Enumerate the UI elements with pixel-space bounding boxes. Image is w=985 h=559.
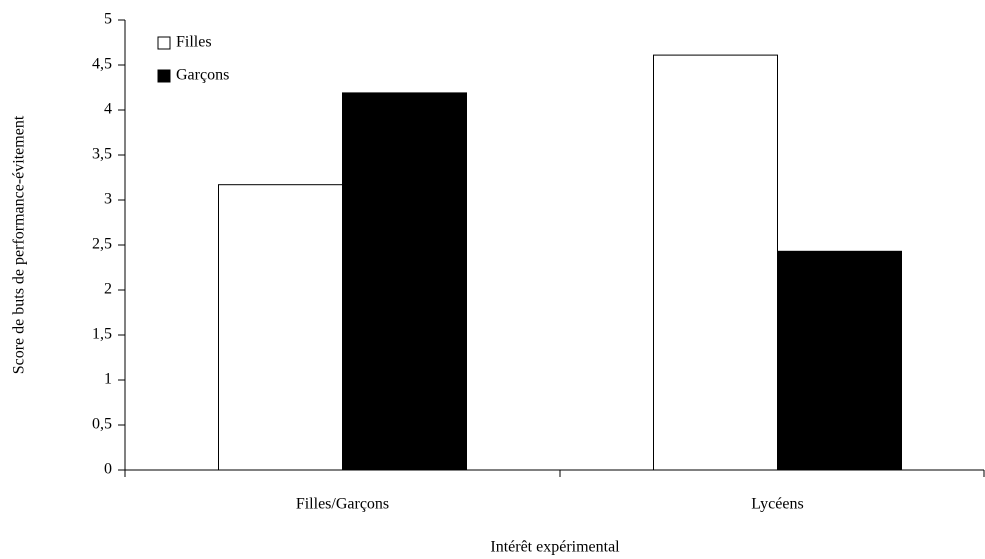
bar (653, 54, 778, 471)
legend-swatch (157, 69, 171, 83)
y-tick-label: 1,5 (92, 326, 112, 343)
x-axis-title: Intérêt expérimental (490, 539, 620, 556)
y-axis-title: Score de buts de performance-évitement (11, 115, 28, 374)
x-tick-label: Lycéens (751, 496, 803, 513)
y-tick-label: 2 (104, 281, 112, 298)
x-tick-label: Filles/Garçons (296, 496, 389, 513)
bar (777, 250, 902, 471)
legend-label: Garçons (176, 67, 229, 84)
y-tick-label: 4 (104, 101, 112, 118)
legend-swatch (157, 36, 171, 50)
y-tick-label: 0,5 (92, 416, 112, 433)
y-tick-label: 3 (104, 191, 112, 208)
y-tick-label: 3,5 (92, 146, 112, 163)
y-tick-label: 2,5 (92, 236, 112, 253)
y-tick-label: 5 (104, 11, 112, 28)
bar (342, 92, 467, 471)
y-tick-label: 1 (104, 371, 112, 388)
y-tick-label: 4,5 (92, 56, 112, 73)
legend-label: Filles (176, 34, 212, 51)
y-tick-label: 0 (104, 461, 112, 478)
bar (218, 184, 343, 471)
